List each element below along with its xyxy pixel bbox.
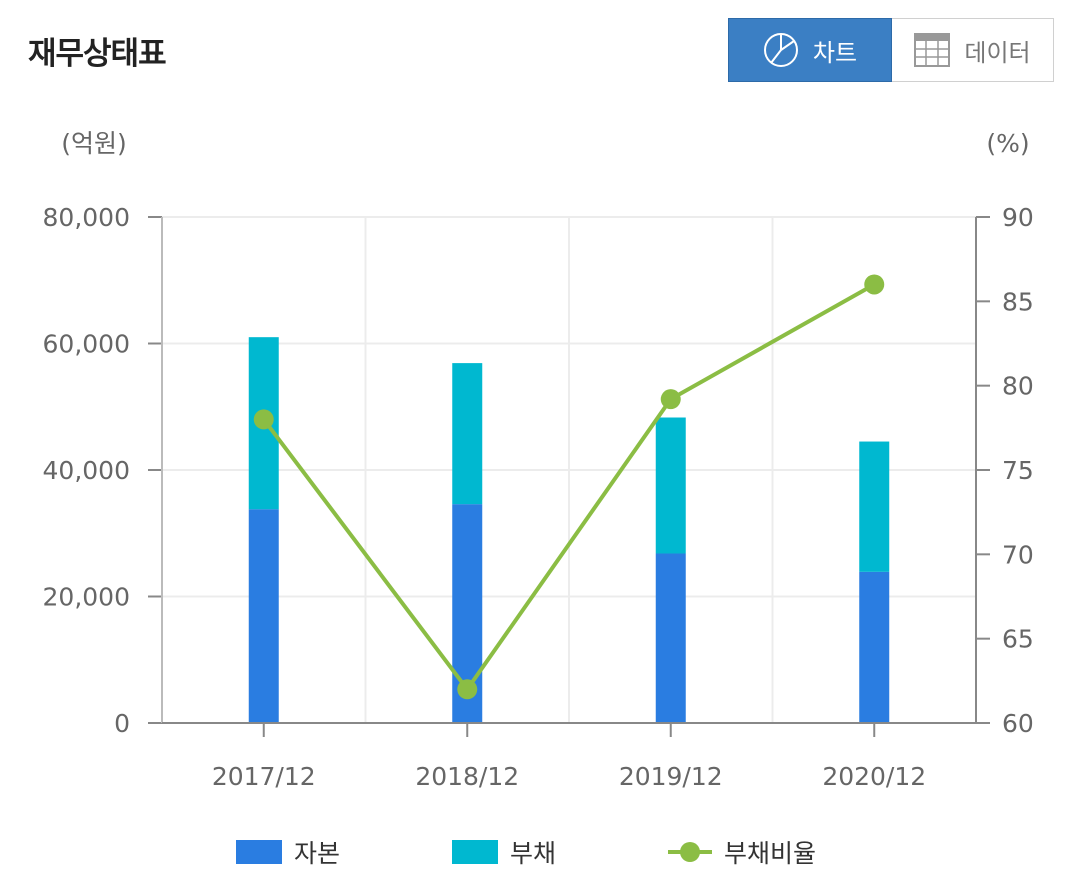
left-axis-unit: (억원) (61, 129, 127, 158)
data-view-label: 데이터 (964, 38, 1031, 67)
left-tick-label: 0 (114, 709, 130, 738)
right-tick-label: 85 (1002, 287, 1034, 316)
x-tick-label: 2019/12 (619, 762, 723, 791)
bar-liability (655, 417, 686, 554)
legend-label-ratio: 부채비율 (724, 839, 816, 868)
x-tick-label: 2020/12 (822, 762, 926, 791)
page-title: 재무상태표 (28, 36, 167, 72)
left-tick-label: 20,000 (43, 583, 130, 612)
chart-view-button[interactable]: 차트 (728, 18, 892, 82)
bar-capital (859, 571, 890, 723)
bar-capital (248, 509, 279, 723)
legend-marker-ratio (680, 842, 700, 862)
legend-swatch-capital (236, 840, 282, 864)
legend-label-capital: 자본 (294, 839, 340, 868)
bar-liability (452, 363, 483, 505)
right-tick-label: 90 (1002, 203, 1034, 232)
x-tick-label: 2017/12 (212, 762, 316, 791)
data-view-button[interactable]: 데이터 (892, 18, 1054, 82)
left-tick-label: 60,000 (43, 330, 130, 359)
left-tick-label: 80,000 (43, 203, 130, 232)
right-axis-unit: (%) (986, 129, 1029, 158)
pie-chart-icon (763, 32, 799, 68)
ratio-point (864, 274, 885, 295)
right-tick-label: 80 (1002, 372, 1034, 401)
right-tick-label: 65 (1002, 625, 1034, 654)
left-tick-label: 40,000 (43, 456, 130, 485)
x-tick-label: 2018/12 (415, 762, 519, 791)
table-grid-icon (914, 33, 951, 67)
ratio-point (253, 409, 274, 430)
ratio-line (262, 282, 876, 692)
legend-label-liability: 부채 (510, 839, 556, 868)
bar-capital (655, 553, 686, 723)
chart-view-label: 차트 (812, 38, 858, 67)
view-toggle: 차트 데이터 (728, 18, 1054, 82)
ratio-point (457, 679, 478, 700)
ratio-point (660, 389, 681, 410)
right-tick-label: 75 (1002, 456, 1034, 485)
right-tick-label: 60 (1002, 709, 1034, 738)
right-tick-label: 70 (1002, 540, 1034, 569)
legend-swatch-liability (452, 840, 498, 864)
bar-liability (859, 441, 890, 572)
